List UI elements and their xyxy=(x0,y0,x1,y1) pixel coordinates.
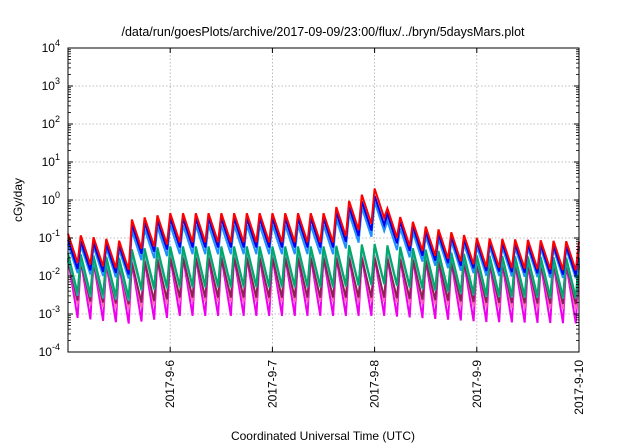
x-axis-label: Coordinated Universal Time (UTC) xyxy=(231,429,415,443)
x-tick-label: 2017-9-6 xyxy=(163,360,177,408)
y-tick-label: 10-3 xyxy=(39,304,60,321)
x-tick-label: 2017-9-8 xyxy=(368,360,382,408)
y-tick-label: 104 xyxy=(42,38,60,55)
y-tick-label: 103 xyxy=(42,76,60,93)
x-tick-label: 2017-9-9 xyxy=(470,360,484,408)
x-axis: 2017-9-6 2017-9-7 2017-9-8 2017-9-9 2017-9-1… xyxy=(163,48,586,415)
x-tick-label: 2017-9-7 xyxy=(265,360,279,408)
y-tick-label: 101 xyxy=(42,152,60,169)
series-line xyxy=(67,243,580,298)
y-tick-label: 10-4 xyxy=(39,342,60,359)
y-tick-label: 102 xyxy=(42,114,60,131)
chart-title: /data/run/goesPlots/archive/2017-09-09/2… xyxy=(121,25,525,39)
y-axis: 10-4 10-3 10-2 10-1 100 101 102 103 104 xyxy=(39,38,579,359)
grid xyxy=(68,48,579,352)
x-tick-label: 2017-9-10 xyxy=(572,360,586,415)
y-axis-label: cGy/day xyxy=(11,178,25,222)
series-layer xyxy=(67,188,580,324)
series-line xyxy=(67,188,580,271)
y-tick-label: 100 xyxy=(42,190,60,207)
y-tick-label: 10-2 xyxy=(39,266,60,283)
y-tick-label: 10-1 xyxy=(39,228,60,245)
